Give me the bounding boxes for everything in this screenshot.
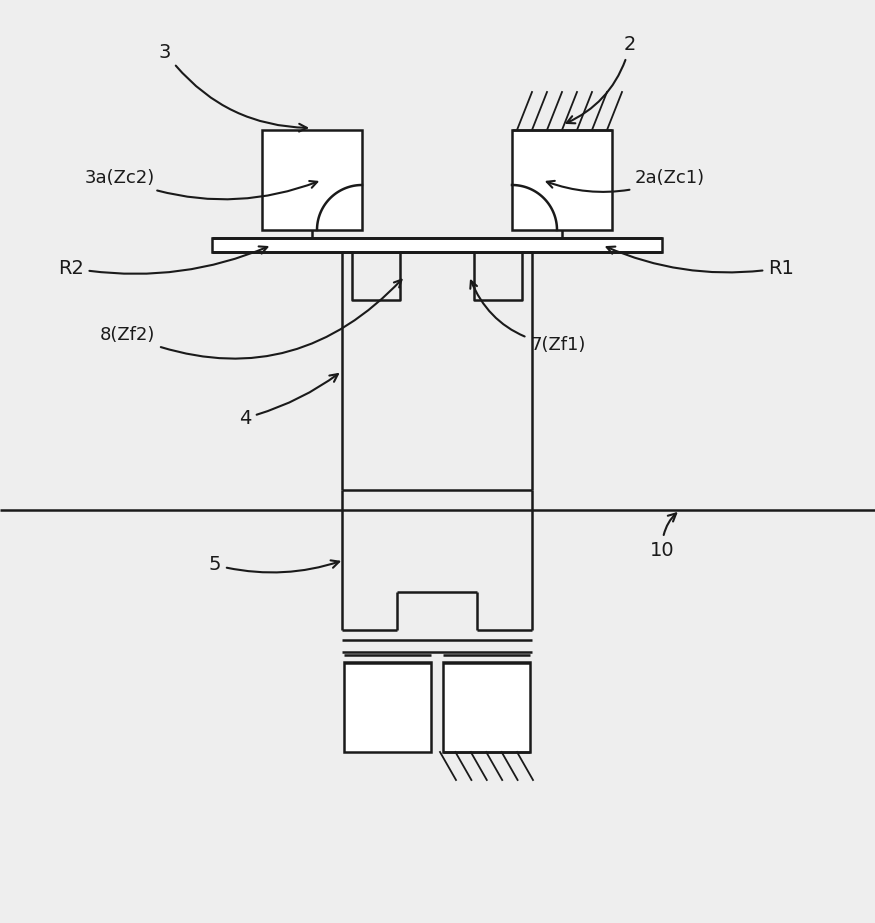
Bar — [262, 130, 362, 230]
Text: 10: 10 — [650, 513, 676, 559]
Bar — [443, 662, 530, 752]
Text: 2: 2 — [567, 35, 636, 124]
Text: 5: 5 — [209, 556, 340, 574]
Text: 4: 4 — [239, 374, 338, 427]
Text: R2: R2 — [58, 246, 267, 278]
Bar — [512, 130, 612, 230]
Text: 8(Zf2): 8(Zf2) — [100, 280, 402, 359]
Bar — [344, 662, 431, 752]
Text: 3: 3 — [159, 42, 307, 132]
Text: R1: R1 — [606, 246, 794, 278]
Text: 7(Zf1): 7(Zf1) — [470, 281, 585, 354]
Text: 2a(Zc1): 2a(Zc1) — [547, 169, 705, 192]
Bar — [212, 238, 662, 252]
Text: 3a(Zc2): 3a(Zc2) — [85, 169, 318, 199]
